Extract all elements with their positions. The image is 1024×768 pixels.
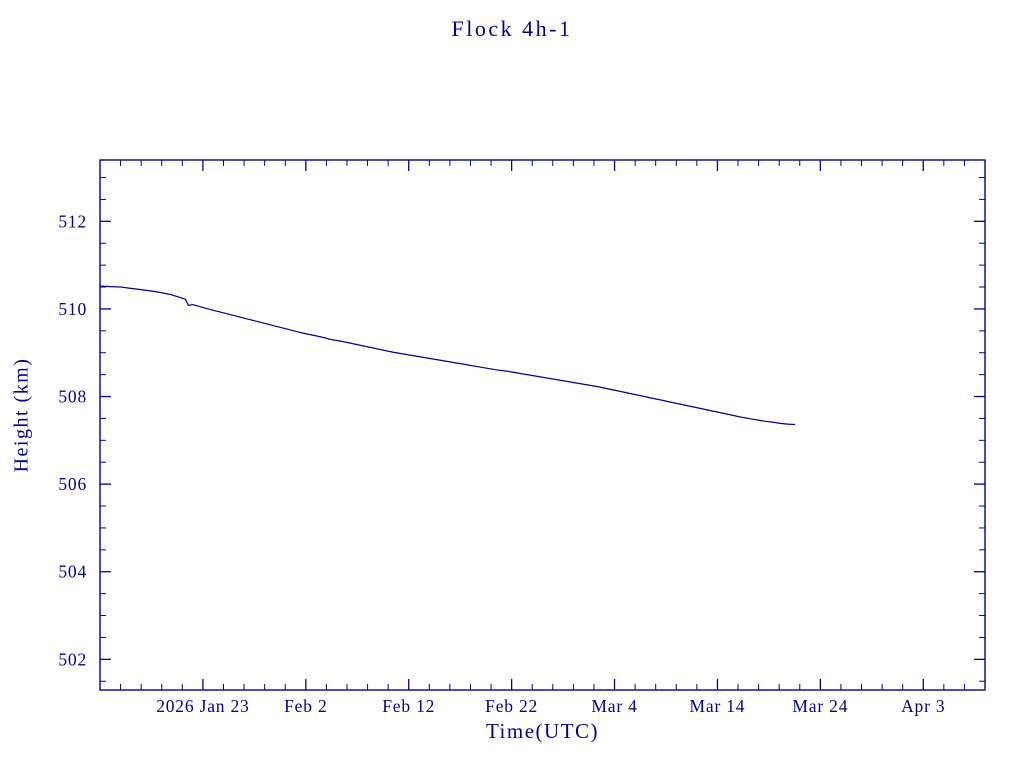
x-tick-label: 2026 Jan 23 bbox=[156, 696, 249, 716]
x-tick-label: Apr 3 bbox=[901, 696, 945, 716]
y-tick-label: 510 bbox=[58, 299, 87, 319]
y-tick-label: 502 bbox=[58, 649, 87, 669]
x-tick-label: Feb 2 bbox=[284, 696, 327, 716]
x-tick-label: Feb 12 bbox=[382, 696, 435, 716]
x-tick-label: Feb 22 bbox=[485, 696, 538, 716]
data-line bbox=[99, 285, 796, 426]
y-tick-label: 506 bbox=[58, 474, 87, 494]
plot-title: Flock 4h-1 bbox=[451, 16, 573, 41]
y-tick-label: 504 bbox=[58, 562, 87, 582]
y-tick-label: 512 bbox=[58, 211, 87, 231]
y-tick-label: 508 bbox=[58, 387, 87, 407]
x-tick-label: Mar 14 bbox=[690, 696, 746, 716]
plot-frame bbox=[99, 159, 986, 691]
x-tick-label: Mar 24 bbox=[792, 696, 848, 716]
x-tick-label: Mar 4 bbox=[591, 696, 637, 716]
x-axis-label: Time(UTC) bbox=[485, 719, 600, 743]
